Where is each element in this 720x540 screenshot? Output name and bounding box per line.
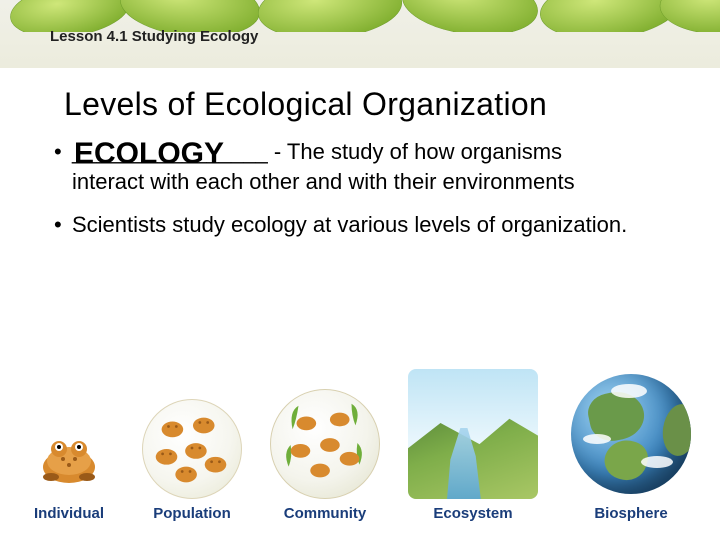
bullet-ecology-definition: ECOLOGY ________________ - The study of … (54, 137, 684, 196)
individual-graphic (24, 409, 114, 499)
lesson-label: Lesson 4.1 Studying Ecology (50, 28, 258, 45)
bullet-levels-text: Scientists study ecology at various leve… (72, 212, 627, 237)
levels-row: Individual (0, 369, 720, 522)
level-population: Population (142, 399, 242, 522)
ecosystem-label: Ecosystem (433, 505, 512, 522)
fill-word-ecology: ECOLOGY (74, 134, 224, 175)
community-label: Community (284, 505, 367, 522)
slide-content: Levels of Ecological Organization ECOLOG… (0, 78, 720, 540)
population-label: Population (153, 505, 231, 522)
community-graphic (270, 389, 380, 499)
level-biosphere: Biosphere (566, 369, 696, 522)
bullet-levels-intro: Scientists study ecology at various leve… (54, 210, 684, 240)
header-bar: Lesson 4.1 Studying Ecology (0, 0, 720, 68)
level-community: Community (270, 389, 380, 522)
level-ecosystem: Ecosystem (408, 369, 538, 522)
bullet-list: ECOLOGY ________________ - The study of … (54, 137, 684, 240)
globe-icon (571, 374, 691, 494)
biosphere-label: Biosphere (594, 505, 667, 522)
community-icon (271, 389, 379, 499)
ecosystem-graphic (408, 369, 538, 499)
slide-title: Levels of Ecological Organization (64, 86, 684, 123)
population-graphic (142, 399, 242, 499)
individual-label: Individual (34, 505, 104, 522)
frog-icon (29, 419, 109, 489)
biosphere-graphic (566, 369, 696, 499)
frogs-group-icon (143, 399, 241, 499)
level-individual: Individual (24, 409, 114, 522)
definition-text-line1: - The study of how organisms (268, 139, 562, 164)
